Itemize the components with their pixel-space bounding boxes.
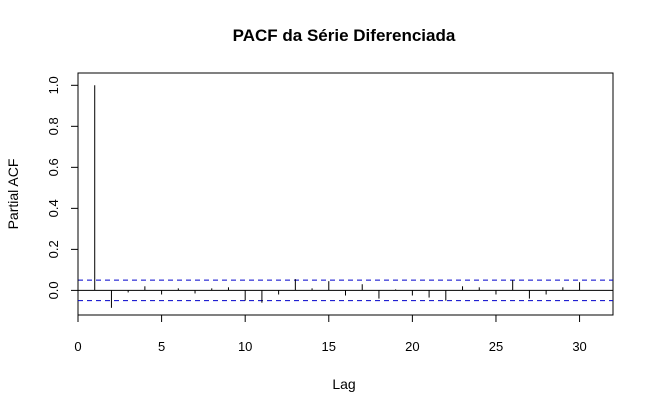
x-tick-label: 10 [238,339,252,354]
x-tick-label: 0 [74,339,81,354]
y-tick-label: 0.8 [46,117,61,135]
y-tick-label: 0.0 [46,281,61,299]
x-axis: 0 5 10 15 20 25 30 [74,314,587,354]
y-tick-label: 0.2 [46,240,61,258]
y-tick-label: 0.4 [46,199,61,217]
x-tick-label: 25 [489,339,503,354]
y-tick-label: 1.0 [46,76,61,94]
chart-title: PACF da Série Diferenciada [233,26,456,45]
plot-frame [77,72,614,316]
x-tick-label: 5 [158,339,165,354]
x-tick-label: 20 [405,339,419,354]
x-tick-label: 15 [322,339,336,354]
x-axis-label: Lag [332,376,355,392]
y-axis: 0.0 0.2 0.4 0.6 0.8 1.0 [46,76,79,299]
chart-marks [78,85,613,308]
y-tick-label: 0.6 [46,158,61,176]
y-axis-label: Partial ACF [5,159,21,230]
x-tick-label: 30 [572,339,586,354]
